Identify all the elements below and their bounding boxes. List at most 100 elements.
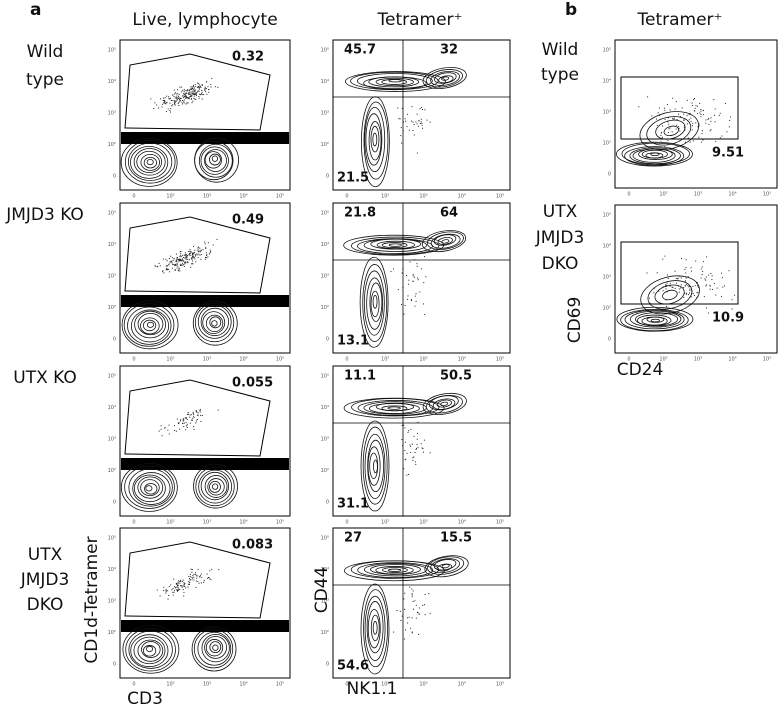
x-tick-label: 10² — [659, 192, 667, 198]
event-dot — [198, 88, 200, 90]
event-dot — [168, 96, 170, 98]
event-dot — [183, 261, 185, 263]
event-dot — [180, 253, 182, 255]
event-dot — [696, 113, 698, 115]
event-dot — [193, 86, 195, 88]
event-dot — [171, 257, 173, 259]
event-dot — [180, 264, 182, 266]
event-dot — [416, 444, 418, 446]
event-dot — [176, 94, 178, 96]
event-dot — [200, 258, 202, 260]
event-dot — [177, 269, 179, 271]
event-dot — [179, 260, 181, 262]
event-dot — [209, 252, 211, 254]
x-tick-label: 10³ — [419, 682, 427, 688]
contour — [137, 476, 164, 499]
y-tick-label: 10⁵ — [321, 536, 329, 542]
contour — [367, 608, 381, 649]
contour — [639, 111, 700, 151]
event-dot — [174, 269, 176, 271]
event-dot — [197, 86, 199, 88]
event-dot — [412, 280, 414, 282]
event-dot — [193, 579, 195, 581]
contour — [422, 67, 467, 89]
contour — [650, 318, 660, 323]
y-tick-label: 10⁴ — [321, 567, 329, 573]
contour — [209, 316, 222, 329]
contour — [427, 556, 465, 575]
event-dot — [193, 93, 195, 95]
event-dot — [182, 99, 184, 101]
event-dot — [193, 573, 195, 575]
event-dot — [665, 284, 667, 286]
event-dot — [188, 90, 190, 92]
event-dot — [686, 123, 688, 125]
event-dot — [181, 260, 183, 262]
contour — [142, 645, 157, 657]
event-dot — [204, 243, 206, 245]
contour — [130, 634, 169, 668]
event-dot — [174, 586, 176, 588]
event-dot — [199, 247, 201, 249]
row-label: JMJD3 — [20, 570, 70, 590]
event-dot — [194, 98, 196, 100]
event-dot — [700, 113, 702, 115]
event-dot — [175, 96, 177, 98]
event-dot — [680, 277, 682, 279]
event-dot — [188, 91, 190, 93]
event-dot — [687, 285, 689, 287]
event-dot — [190, 579, 192, 581]
event-dot — [183, 591, 185, 593]
y-tick-label: 0 — [326, 337, 329, 343]
event-dot — [688, 114, 690, 116]
event-dot — [185, 429, 187, 431]
x-tick-label: 10⁵ — [763, 192, 771, 198]
event-dot — [701, 141, 703, 143]
contour — [198, 469, 233, 504]
event-dot — [398, 118, 400, 120]
event-dot — [201, 85, 203, 87]
event-dot — [198, 95, 200, 97]
event-dot — [694, 97, 696, 99]
y-tick-label: 0 — [113, 337, 116, 343]
plot-frame — [614, 204, 778, 354]
event-dot — [403, 468, 405, 470]
flow-plot: 0 0 10² 10² 10³ 10³ 10⁴ 10⁴ 10⁵ 10⁵ 0.055 — [108, 365, 291, 526]
event-dot — [154, 102, 156, 104]
y-tick-label: 10² — [603, 306, 611, 312]
event-dot — [698, 123, 700, 125]
dense-population — [121, 620, 289, 632]
x-tick-label: 10⁴ — [239, 520, 247, 526]
event-dot — [192, 415, 194, 417]
event-dot — [181, 95, 183, 97]
contour — [120, 463, 178, 512]
event-dot — [690, 296, 692, 298]
contour — [140, 153, 161, 171]
event-dot — [206, 81, 208, 83]
event-dot — [182, 93, 184, 95]
event-dot — [665, 286, 667, 288]
event-dot — [713, 114, 715, 116]
event-dot — [411, 596, 413, 598]
event-dot — [179, 589, 181, 591]
event-dot — [183, 99, 185, 101]
event-dot — [200, 414, 202, 416]
contour — [142, 319, 157, 332]
event-dot — [407, 298, 409, 300]
contour — [621, 142, 690, 165]
event-dot — [181, 586, 183, 588]
quadrant-frequency: 15.5 — [440, 531, 472, 546]
flow-plot: 0 0 10² 10² 10³ 10³ 10⁴ 10⁴ 10⁵ 10⁵ 0.32 — [108, 39, 291, 200]
event-dot — [177, 98, 179, 100]
event-dot — [178, 98, 180, 100]
contour — [120, 137, 178, 187]
contour — [375, 566, 414, 575]
event-dot — [699, 112, 701, 114]
y-tick-label: 0 — [326, 662, 329, 668]
dense-population — [121, 295, 289, 307]
event-dot — [192, 263, 194, 265]
event-dot — [205, 256, 207, 258]
event-dot — [183, 425, 185, 427]
event-dot — [165, 103, 167, 105]
event-dot — [157, 266, 159, 268]
